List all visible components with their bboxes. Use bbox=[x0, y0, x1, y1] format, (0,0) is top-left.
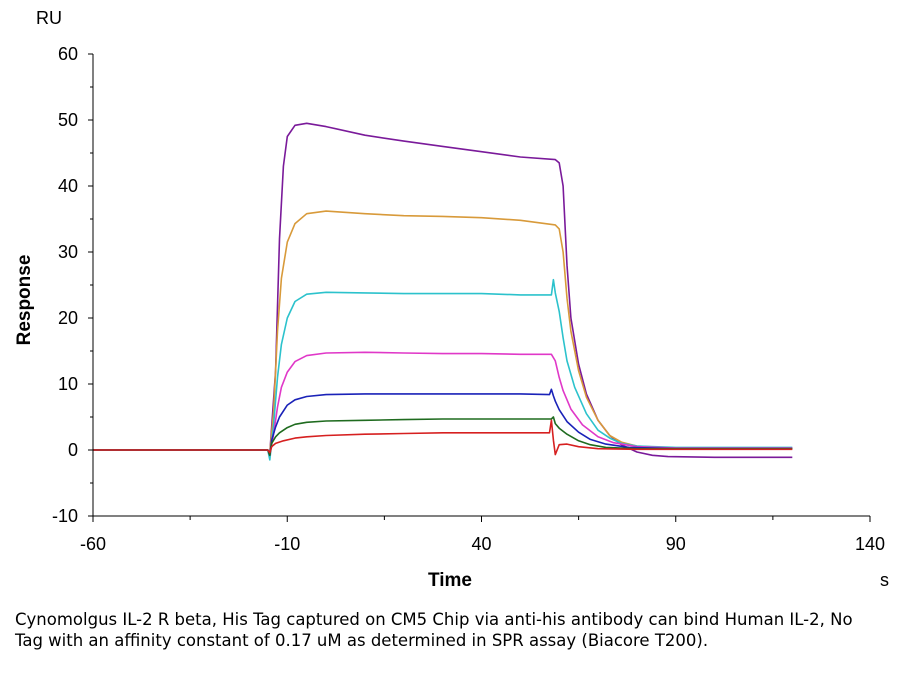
y-tick-label: 30 bbox=[58, 242, 78, 262]
x-tick-label: 90 bbox=[666, 534, 686, 554]
y-tick-label: 0 bbox=[68, 440, 78, 460]
x-tick-label: -10 bbox=[274, 534, 300, 554]
x-unit-label: s bbox=[880, 570, 889, 590]
series-line-5 bbox=[93, 388, 793, 457]
y-tick-label: 10 bbox=[58, 374, 78, 394]
y-tick-label: 60 bbox=[58, 44, 78, 64]
figure-caption: Cynomolgus IL-2 R beta, His Tag captured… bbox=[15, 610, 853, 650]
y-unit-label: RU bbox=[36, 8, 62, 28]
series-line-4 bbox=[93, 351, 793, 457]
x-tick-label: 40 bbox=[471, 534, 491, 554]
plot-area bbox=[93, 122, 793, 461]
series-line-7 bbox=[93, 419, 793, 456]
y-tick-label: 50 bbox=[58, 110, 78, 130]
y-axis-title: Response bbox=[14, 255, 35, 346]
y-tick-label: 20 bbox=[58, 308, 78, 328]
y-tick-label: 40 bbox=[58, 176, 78, 196]
x-tick-label: -60 bbox=[80, 534, 106, 554]
series-line-3 bbox=[93, 278, 793, 461]
x-tick-label: 140 bbox=[855, 534, 885, 554]
series-line-6 bbox=[93, 416, 793, 457]
series-line-2 bbox=[93, 210, 793, 455]
y-tick-label: -10 bbox=[52, 506, 78, 526]
x-axis-ticks: -60 -10 40 90 140 bbox=[80, 516, 885, 554]
series-line-1 bbox=[93, 122, 793, 459]
y-axis-ticks: 60 50 40 30 20 10 0 -10 bbox=[52, 44, 93, 526]
x-axis-title: Time bbox=[428, 570, 472, 591]
